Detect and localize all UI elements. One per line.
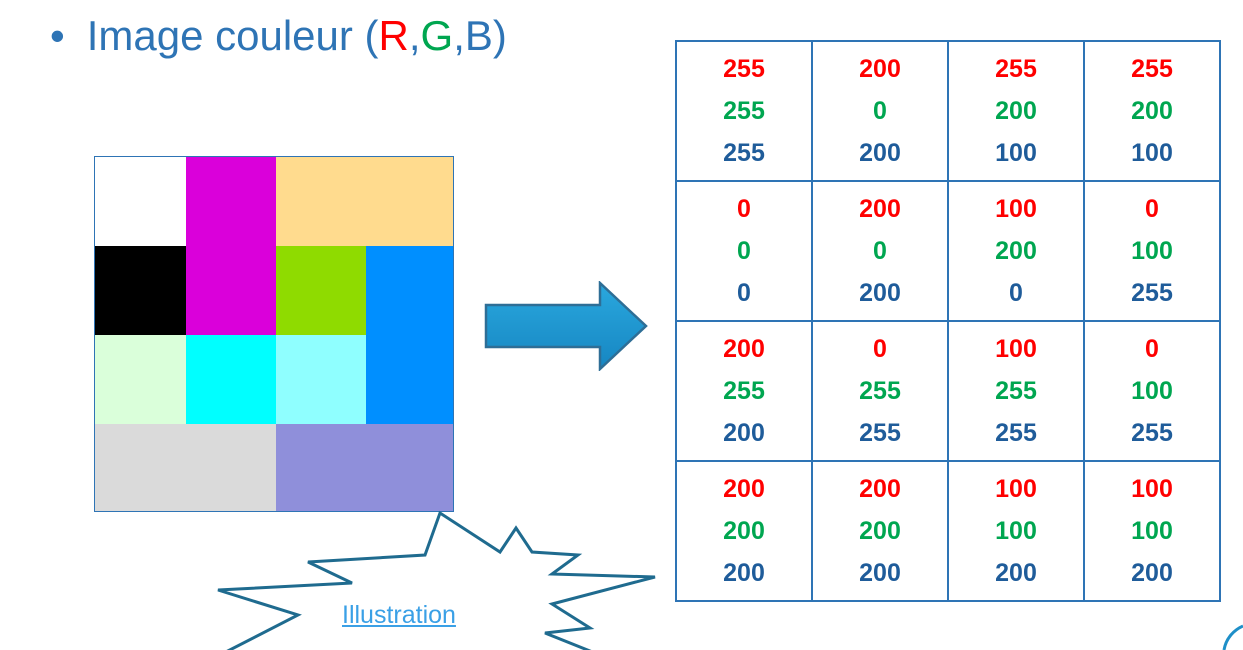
matrix-cell: 200 0 200 <box>811 40 949 182</box>
r-value: 0 <box>737 195 751 223</box>
matrix-cell: 255 200 100 <box>1083 40 1221 182</box>
r-value: 255 <box>723 55 765 83</box>
b-value: 100 <box>1131 139 1173 167</box>
heading-comma-1: , <box>408 12 421 59</box>
g-value: 255 <box>995 377 1037 405</box>
g-value: 255 <box>723 97 765 125</box>
matrix-cell: 0 0 0 <box>675 180 813 322</box>
b-value: 255 <box>1131 419 1173 447</box>
matrix-row: 255 255 255 200 0 200 255 200 100 255 200 100 <box>675 40 1221 182</box>
bullet-dot: • <box>50 12 65 59</box>
b-value: 200 <box>859 139 901 167</box>
r-value: 200 <box>723 475 765 503</box>
g-value: 200 <box>995 237 1037 265</box>
heading-prefix: Image couleur ( <box>86 12 379 59</box>
r-value: 255 <box>1131 55 1173 83</box>
pixel-light-gray <box>95 424 276 511</box>
r-value: 200 <box>859 55 901 83</box>
g-value: 255 <box>723 377 765 405</box>
b-value: 200 <box>723 419 765 447</box>
matrix-cell: 255 255 255 <box>675 40 813 182</box>
b-value: 0 <box>737 279 751 307</box>
matrix-cell: 100 200 0 <box>947 180 1085 322</box>
r-value: 100 <box>995 335 1037 363</box>
g-value: 0 <box>873 97 887 125</box>
pixel-white <box>95 157 186 246</box>
r-value: 200 <box>859 475 901 503</box>
corner-arc-decoration <box>1222 624 1243 650</box>
g-value: 100 <box>995 517 1037 545</box>
matrix-row: 0 0 0 200 0 200 100 200 0 0 100 255 <box>675 180 1221 322</box>
b-value: 200 <box>723 559 765 587</box>
pixel-magenta <box>186 157 276 335</box>
pixel-light-cyan <box>276 335 366 424</box>
pixel-green <box>276 246 366 335</box>
r-value: 200 <box>723 335 765 363</box>
color-image-grid <box>94 156 454 512</box>
b-value: 100 <box>995 139 1037 167</box>
b-value: 200 <box>859 279 901 307</box>
b-value: 255 <box>723 139 765 167</box>
matrix-cell: 0 255 255 <box>811 320 949 462</box>
matrix-cell: 200 0 200 <box>811 180 949 322</box>
g-value: 200 <box>723 517 765 545</box>
heading: • Image couleur (R,G,B) <box>50 12 507 60</box>
b-value: 200 <box>995 559 1037 587</box>
illustration-link[interactable]: Illustration <box>342 601 456 629</box>
b-value: 0 <box>1009 279 1023 307</box>
g-value: 0 <box>737 237 751 265</box>
matrix-cell: 100 100 200 <box>947 460 1085 602</box>
pixel-pale-green <box>95 335 186 424</box>
matrix-row: 200 255 200 0 255 255 100 255 255 0 100 255 <box>675 320 1221 462</box>
b-value: 255 <box>1131 279 1173 307</box>
pixel-cyan <box>186 335 276 424</box>
b-value: 255 <box>859 419 901 447</box>
matrix-cell: 100 255 255 <box>947 320 1085 462</box>
matrix-cell: 255 200 100 <box>947 40 1085 182</box>
rgb-values-table: 255 255 255 200 0 200 255 200 100 255 200 100 0 0 0 200… <box>675 40 1221 602</box>
g-value: 100 <box>1131 237 1173 265</box>
g-value: 200 <box>995 97 1037 125</box>
b-value: 255 <box>995 419 1037 447</box>
g-value: 100 <box>1131 517 1173 545</box>
pixel-black <box>95 246 186 335</box>
b-value: 200 <box>859 559 901 587</box>
r-value: 200 <box>859 195 901 223</box>
g-value: 255 <box>859 377 901 405</box>
heading-b: B <box>464 12 493 59</box>
matrix-cell: 100 100 200 <box>1083 460 1221 602</box>
r-value: 0 <box>1145 195 1159 223</box>
pixel-peach <box>276 157 453 246</box>
heading-comma-2: , <box>453 12 465 59</box>
b-value: 200 <box>1131 559 1173 587</box>
r-value: 100 <box>1131 475 1173 503</box>
g-value: 200 <box>1131 97 1173 125</box>
matrix-cell: 200 200 200 <box>811 460 949 602</box>
matrix-row: 200 200 200 200 200 200 100 100 200 100 100 200 <box>675 460 1221 602</box>
matrix-cell: 200 255 200 <box>675 320 813 462</box>
g-value: 100 <box>1131 377 1173 405</box>
matrix-cell: 200 200 200 <box>675 460 813 602</box>
right-arrow-icon <box>484 281 648 371</box>
r-value: 255 <box>995 55 1037 83</box>
r-value: 0 <box>1145 335 1159 363</box>
r-value: 100 <box>995 195 1037 223</box>
matrix-cell: 0 100 255 <box>1083 180 1221 322</box>
heading-g: G <box>420 12 454 59</box>
matrix-cell: 0 100 255 <box>1083 320 1221 462</box>
g-value: 200 <box>859 517 901 545</box>
pixel-blue <box>366 246 453 424</box>
heading-suffix: ) <box>492 12 507 59</box>
starburst-callout-icon <box>217 510 656 650</box>
g-value: 0 <box>873 237 887 265</box>
r-value: 100 <box>995 475 1037 503</box>
r-value: 0 <box>873 335 887 363</box>
pixel-lavender <box>276 424 453 511</box>
heading-r: R <box>378 12 409 59</box>
